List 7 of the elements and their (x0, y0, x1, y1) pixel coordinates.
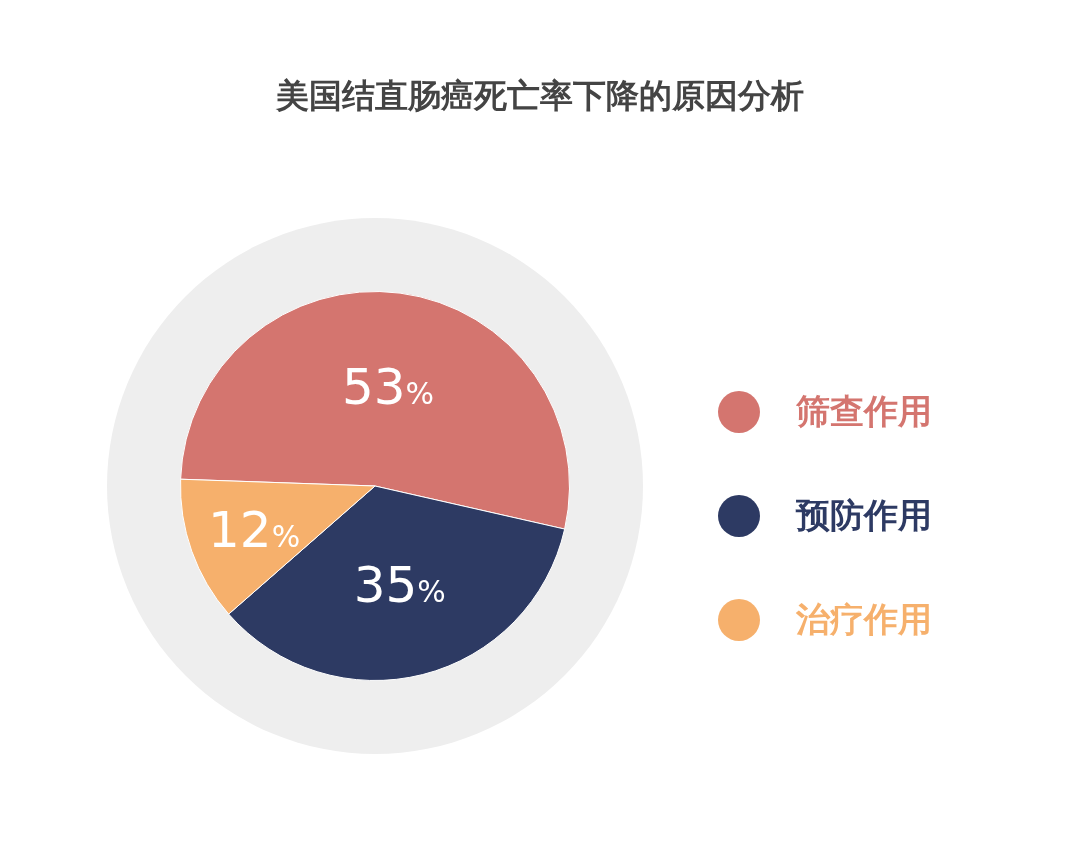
legend-label: 预防作用 (796, 494, 932, 537)
data-label: 35% (353, 556, 446, 615)
legend-label: 治疗作用 (796, 598, 932, 641)
legend-label: 筛查作用 (796, 390, 932, 433)
data-label: 12% (208, 501, 301, 560)
data-label: 53% (341, 357, 435, 416)
chart-title: 美国结直肠癌死亡率下降的原因分析 (275, 75, 805, 117)
